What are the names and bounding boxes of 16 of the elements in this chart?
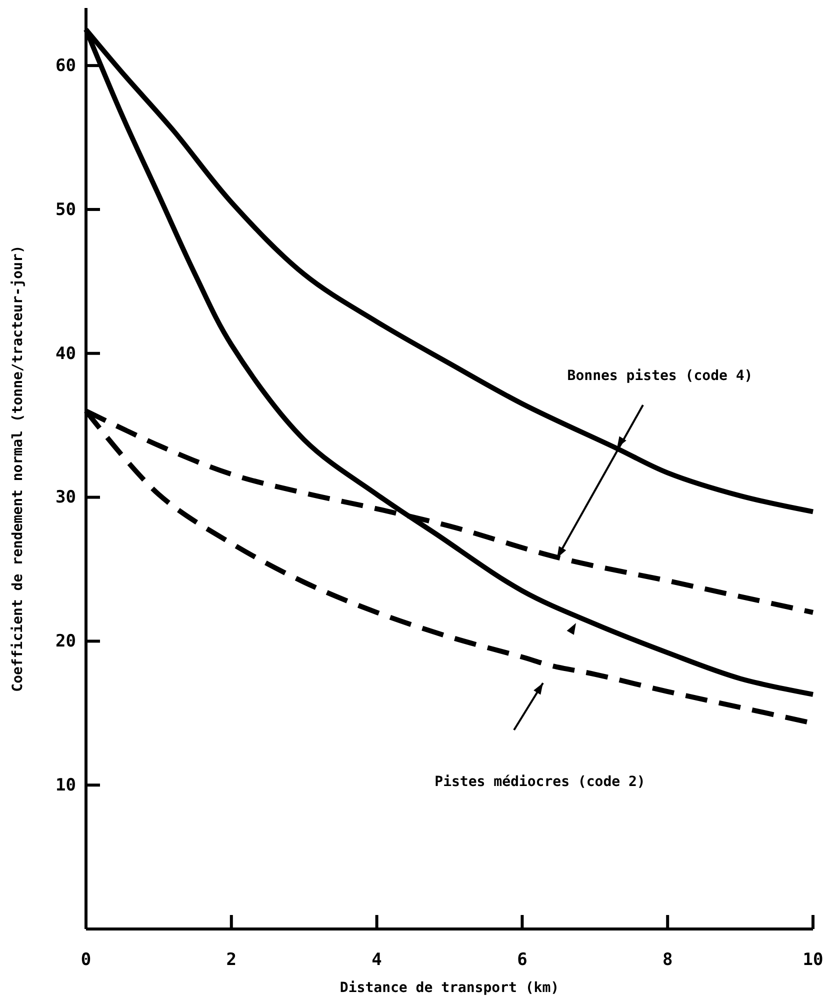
x-tick-label: 8 xyxy=(662,950,673,970)
y-tick-label: 30 xyxy=(56,488,76,508)
y-axis-title: Coefficient de rendement normal (tonne/tracteur-jour) xyxy=(10,245,26,692)
y-tick-label: 40 xyxy=(56,344,76,364)
x-tick-label: 6 xyxy=(517,950,528,970)
x-tick-label: 10 xyxy=(802,950,824,970)
y-tick-label: 10 xyxy=(56,776,76,796)
annotation: Pistes médiocres (code 2) xyxy=(434,774,646,790)
y-tick-label: 20 xyxy=(56,632,76,652)
annotation: Bonnes pistes (code 4) xyxy=(567,368,753,384)
x-tick-label: 0 xyxy=(80,950,92,970)
x-axis-title: Distance de transport (km) xyxy=(340,980,560,996)
x-tick-label: 2 xyxy=(226,950,237,970)
y-tick-label: 50 xyxy=(56,200,76,220)
y-tick-label: 60 xyxy=(56,56,76,76)
x-tick-label: 4 xyxy=(372,950,382,970)
